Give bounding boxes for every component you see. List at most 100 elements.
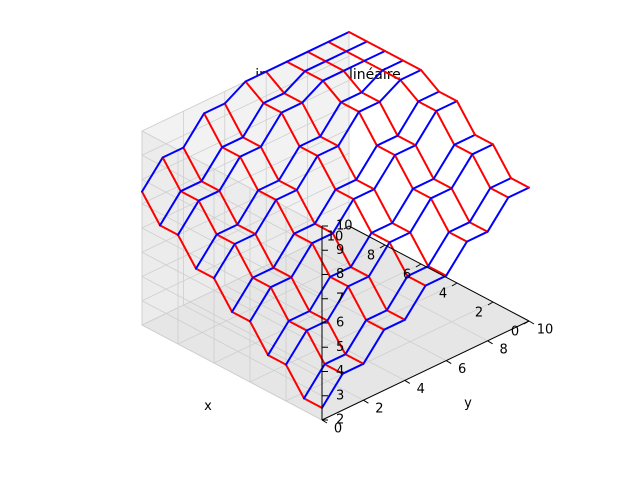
z-tick-label: 5 (336, 340, 344, 355)
gridline-z-left (141, 251, 323, 348)
surface-line-y (293, 222, 316, 235)
surface-line-y (375, 134, 399, 147)
surface-line-x (249, 320, 269, 357)
surface-line-y (414, 110, 438, 147)
z-tick-label: 3 (336, 388, 344, 403)
surface-line-y (344, 319, 368, 356)
surface-line-x (402, 59, 422, 71)
surface-line-y (295, 154, 319, 191)
surface-line-x (510, 177, 530, 189)
surface-line-x (293, 232, 314, 245)
surface-line-y (507, 186, 530, 199)
surface-line-x (331, 232, 352, 268)
z-tick-label: 2 (336, 413, 344, 428)
surface-line-x (468, 221, 489, 233)
surface-line-x (259, 145, 280, 182)
wireframe-surface (141, 31, 530, 409)
surface-line-y (393, 144, 417, 157)
surface-line-x (381, 69, 402, 81)
surface-line-y (301, 79, 324, 104)
y-tick-label: 6 (458, 362, 466, 377)
x-tick-label: 0 (511, 325, 519, 340)
surface-line-y (447, 221, 471, 234)
surface-line-y (159, 190, 182, 227)
surface-line-y (429, 187, 453, 200)
surface-line-x (277, 179, 298, 191)
surface-line-x (370, 231, 391, 244)
surface-line-x (141, 190, 161, 227)
surface-line-y (177, 199, 200, 236)
surface-line-y (468, 187, 492, 224)
surface-line-y (285, 50, 309, 63)
gridline-y-floor (266, 265, 447, 361)
surface-line-y (409, 197, 432, 234)
surface-line-x (267, 354, 287, 366)
surface-line-x (474, 133, 494, 146)
surface-line-y (141, 156, 164, 193)
surface-line-y (313, 188, 337, 225)
surface-line-x (393, 154, 414, 190)
surface-line-x (287, 320, 308, 332)
surface-line-x (344, 353, 365, 365)
surface-line-x (348, 31, 368, 43)
surface-line-x (236, 223, 257, 236)
surface-line-x (427, 265, 448, 277)
surface-line-x (179, 190, 200, 202)
x-tick-label: 4 (439, 287, 447, 302)
surface-line-x (177, 233, 197, 270)
surface-line-y (349, 231, 373, 268)
surface-line-y (360, 69, 384, 94)
y-tick (487, 340, 493, 345)
surface-line-x (298, 145, 319, 157)
z-tick-label: 4 (336, 364, 344, 379)
surface-line-x (391, 222, 412, 234)
y-tick (528, 320, 535, 325)
surface-line-x (244, 80, 265, 105)
surface-line-x (303, 397, 323, 409)
surface-line-x (438, 90, 458, 103)
surface-line-x (326, 319, 347, 356)
gridline-x-floor (249, 282, 458, 383)
x-tick (523, 320, 530, 325)
surface-line-x (239, 155, 260, 192)
gridline-z-right (141, 128, 350, 229)
surface-line-y (363, 50, 386, 62)
z-tick-label: 9 (336, 243, 344, 258)
surface-line-x (203, 112, 224, 149)
surface-line-x (409, 231, 430, 268)
surface-line-x (316, 154, 337, 191)
x-tick (343, 225, 350, 230)
surface-line-y (221, 136, 244, 149)
surface-line-x (321, 79, 342, 104)
surface-line-y (383, 318, 406, 331)
surface-line-y (200, 146, 224, 183)
surface-line-y (197, 189, 221, 202)
surface-line-x (308, 310, 329, 322)
surface-line-x (200, 180, 221, 192)
surface-line-x (311, 242, 332, 278)
surface-line-y (352, 188, 376, 201)
surface-line-x (195, 267, 215, 280)
surface-line-x (327, 40, 348, 53)
surface-line-x (339, 101, 360, 113)
surface-line-y (223, 80, 247, 105)
surface-line-y (259, 111, 283, 148)
surface-line-y (249, 286, 272, 323)
surface-line-y (411, 177, 435, 190)
surface-line-y (272, 232, 296, 269)
surface-line-y (357, 100, 381, 113)
y-tick-label: 8 (499, 342, 507, 357)
x-tick (487, 301, 494, 306)
surface-line-y (287, 310, 311, 322)
surface-line-x (285, 363, 305, 400)
surface-line-x (363, 59, 384, 72)
surface-line-y (347, 275, 370, 288)
surface-line-y (367, 241, 391, 278)
surface-line-x (352, 198, 373, 234)
surface-line-y (182, 112, 206, 149)
surface-line-y (267, 320, 290, 357)
surface-line-y (280, 101, 304, 114)
surface-line-y (277, 145, 301, 182)
x-tick-label: 6 (403, 268, 411, 283)
